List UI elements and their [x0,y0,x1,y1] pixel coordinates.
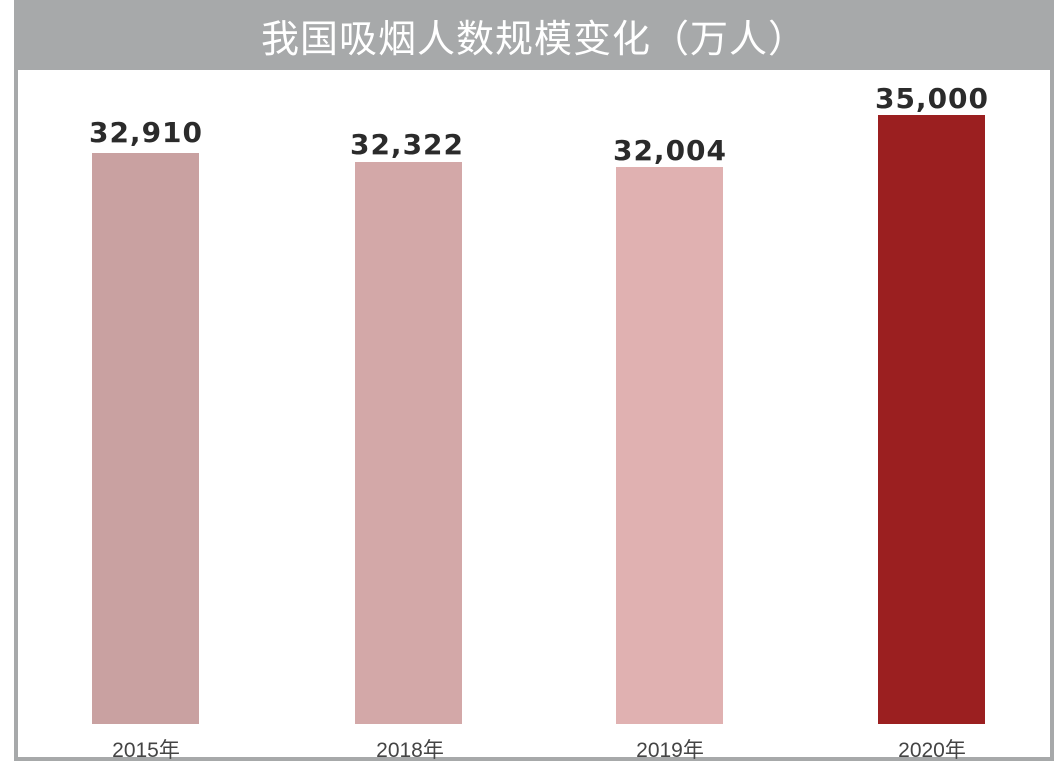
bar-2019 [616,167,723,724]
bar-value-label-2019: 32,004 [612,134,728,167]
x-axis-label-2015: 2015年 [112,739,180,762]
bar-2020 [878,115,985,724]
bar-value-label-2015: 32,910 [88,116,204,149]
bar-value-label-2018: 32,322 [349,128,465,161]
chart-title: 我国吸烟人数规模变化（万人） [260,16,807,61]
x-axis-label-2020: 2020年 [898,739,966,762]
bar-2015 [92,153,199,724]
bar-2018 [355,162,462,724]
x-axis-label-2019: 2019年 [636,739,704,762]
chart-title-bar: 我国吸烟人数规模变化（万人） [14,0,1054,70]
bar-value-label-2020: 35,000 [874,82,990,115]
x-axis-label-2018: 2018年 [376,739,444,762]
